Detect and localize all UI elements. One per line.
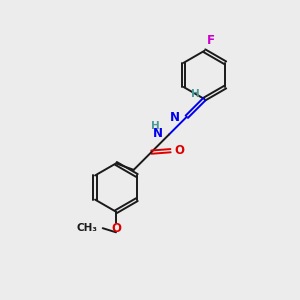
Text: F: F [206,34,214,47]
Text: O: O [111,222,121,235]
Text: H: H [191,89,200,99]
Text: H: H [151,121,159,131]
Text: O: O [174,144,184,157]
Text: CH₃: CH₃ [76,223,98,233]
Text: N: N [170,111,180,124]
Text: N: N [153,127,163,140]
